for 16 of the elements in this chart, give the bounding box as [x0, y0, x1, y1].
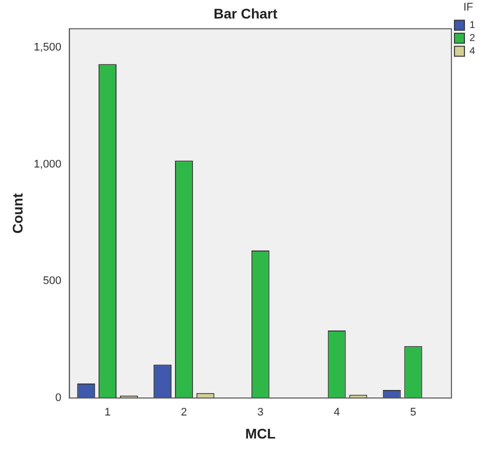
y-tick-label: 500	[42, 275, 62, 288]
legend-label: 4	[469, 46, 476, 57]
y-tick-label: 1,000	[34, 158, 62, 170]
legend-label: 1	[469, 20, 476, 31]
x-tick-label: 2	[180, 406, 188, 419]
y-tick-label: 0	[55, 392, 62, 404]
x-tick-label: 3	[257, 406, 264, 419]
legend-title: IF	[463, 2, 474, 14]
chart-title: Bar Chart	[214, 5, 278, 22]
x-tick-label: 1	[104, 406, 111, 419]
x-tick-label: 4	[334, 406, 340, 419]
y-tick-label: 1,500	[34, 42, 62, 54]
legend-label: 2	[469, 32, 476, 44]
x-axis-title: MCL	[245, 425, 276, 442]
x-tick-label: 5	[410, 406, 416, 419]
y-axis-title: Count	[9, 192, 26, 234]
